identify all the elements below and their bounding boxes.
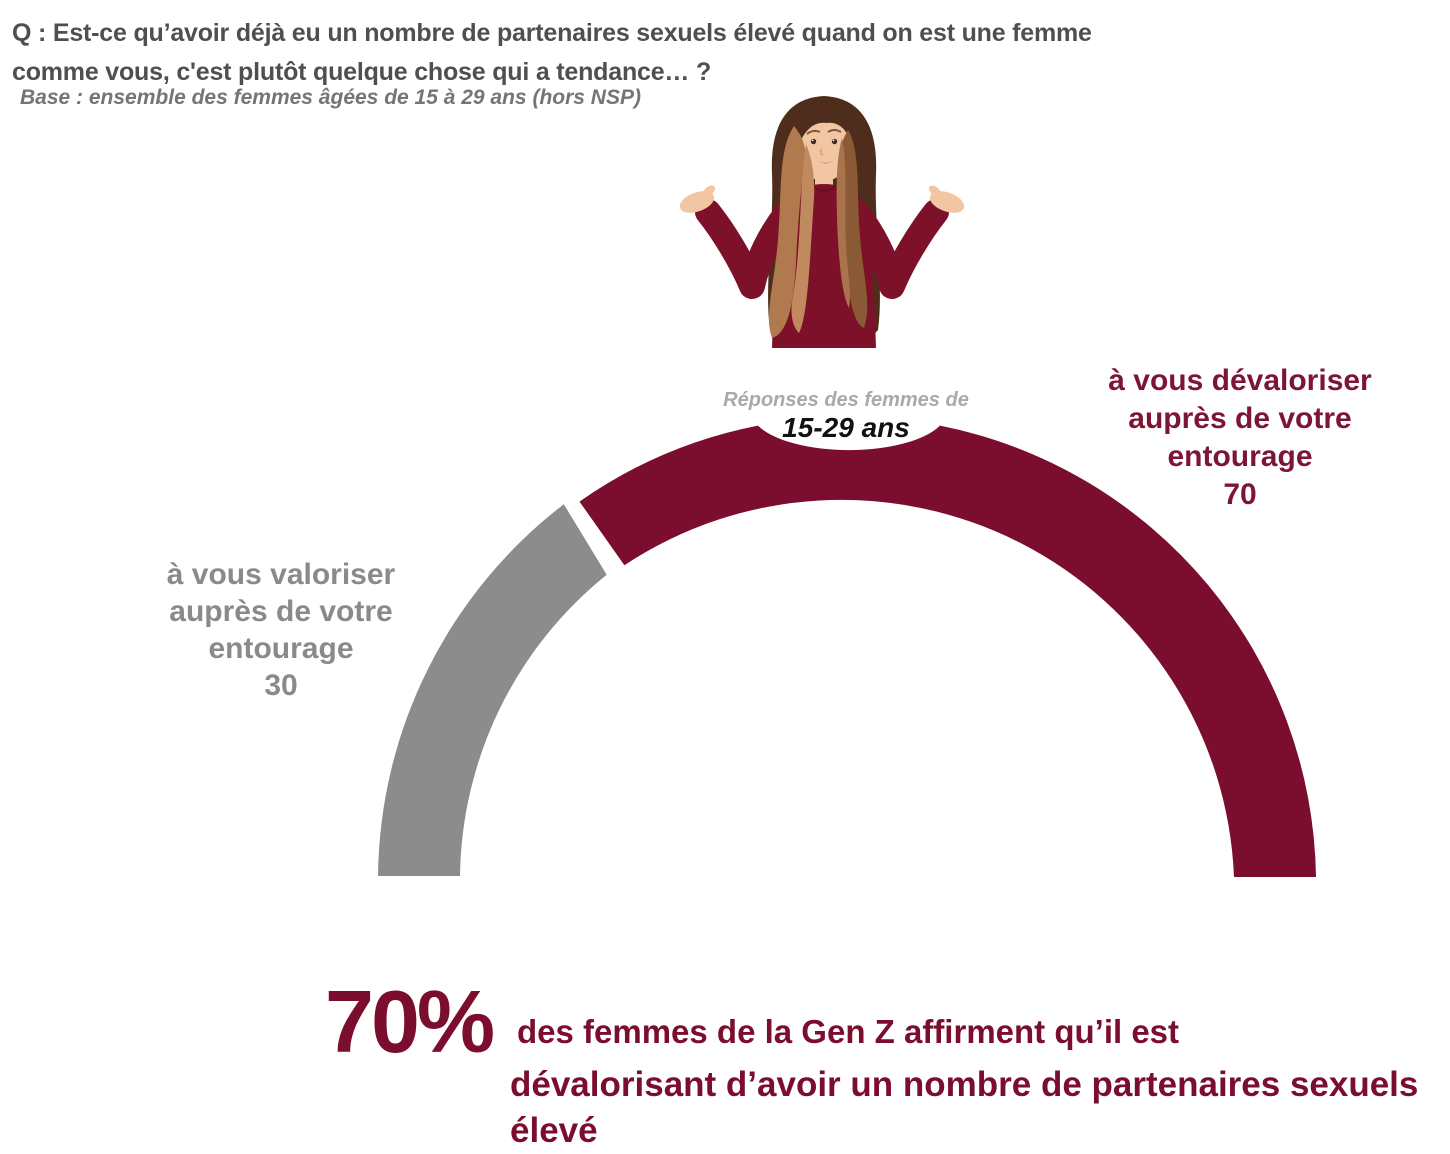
slice-label-valoriser: à vous valoriser auprès de votre entoura… xyxy=(98,556,464,704)
chart-center-label-line1: Réponses des femmes de xyxy=(723,389,969,411)
question-line-2: comme vous, c'est plutôt quelque chose q… xyxy=(12,58,712,86)
question-title: Q : Est-ce qu’avoir déjà eu un nombre de… xyxy=(12,14,1092,92)
slice-value-70: 70 xyxy=(1223,478,1257,511)
footer-stat-line1: des femmes de la Gen Z affirment qu’il e… xyxy=(517,1013,1180,1050)
gauge-segment-30 xyxy=(378,504,607,876)
woman-shrugging-illustration xyxy=(679,96,965,348)
question-line-1: Q : Est-ce qu’avoir déjà eu un nombre de… xyxy=(12,19,1092,47)
footer-stat-value: 70% xyxy=(325,972,495,1071)
slice-label-devaloriser: à vous dévaloriser auprès de votre entou… xyxy=(1057,362,1423,514)
slice-value-30: 30 xyxy=(264,669,298,702)
chart-center-label-line2: 15-29 ans xyxy=(782,412,910,443)
base-note: Base : ensemble des femmes âgées de 15 à… xyxy=(20,86,641,109)
gauge-segment-70 xyxy=(579,425,1316,877)
footer-stat-rest: dévalorisant d’avoir un nombre de parten… xyxy=(510,1065,1419,1150)
